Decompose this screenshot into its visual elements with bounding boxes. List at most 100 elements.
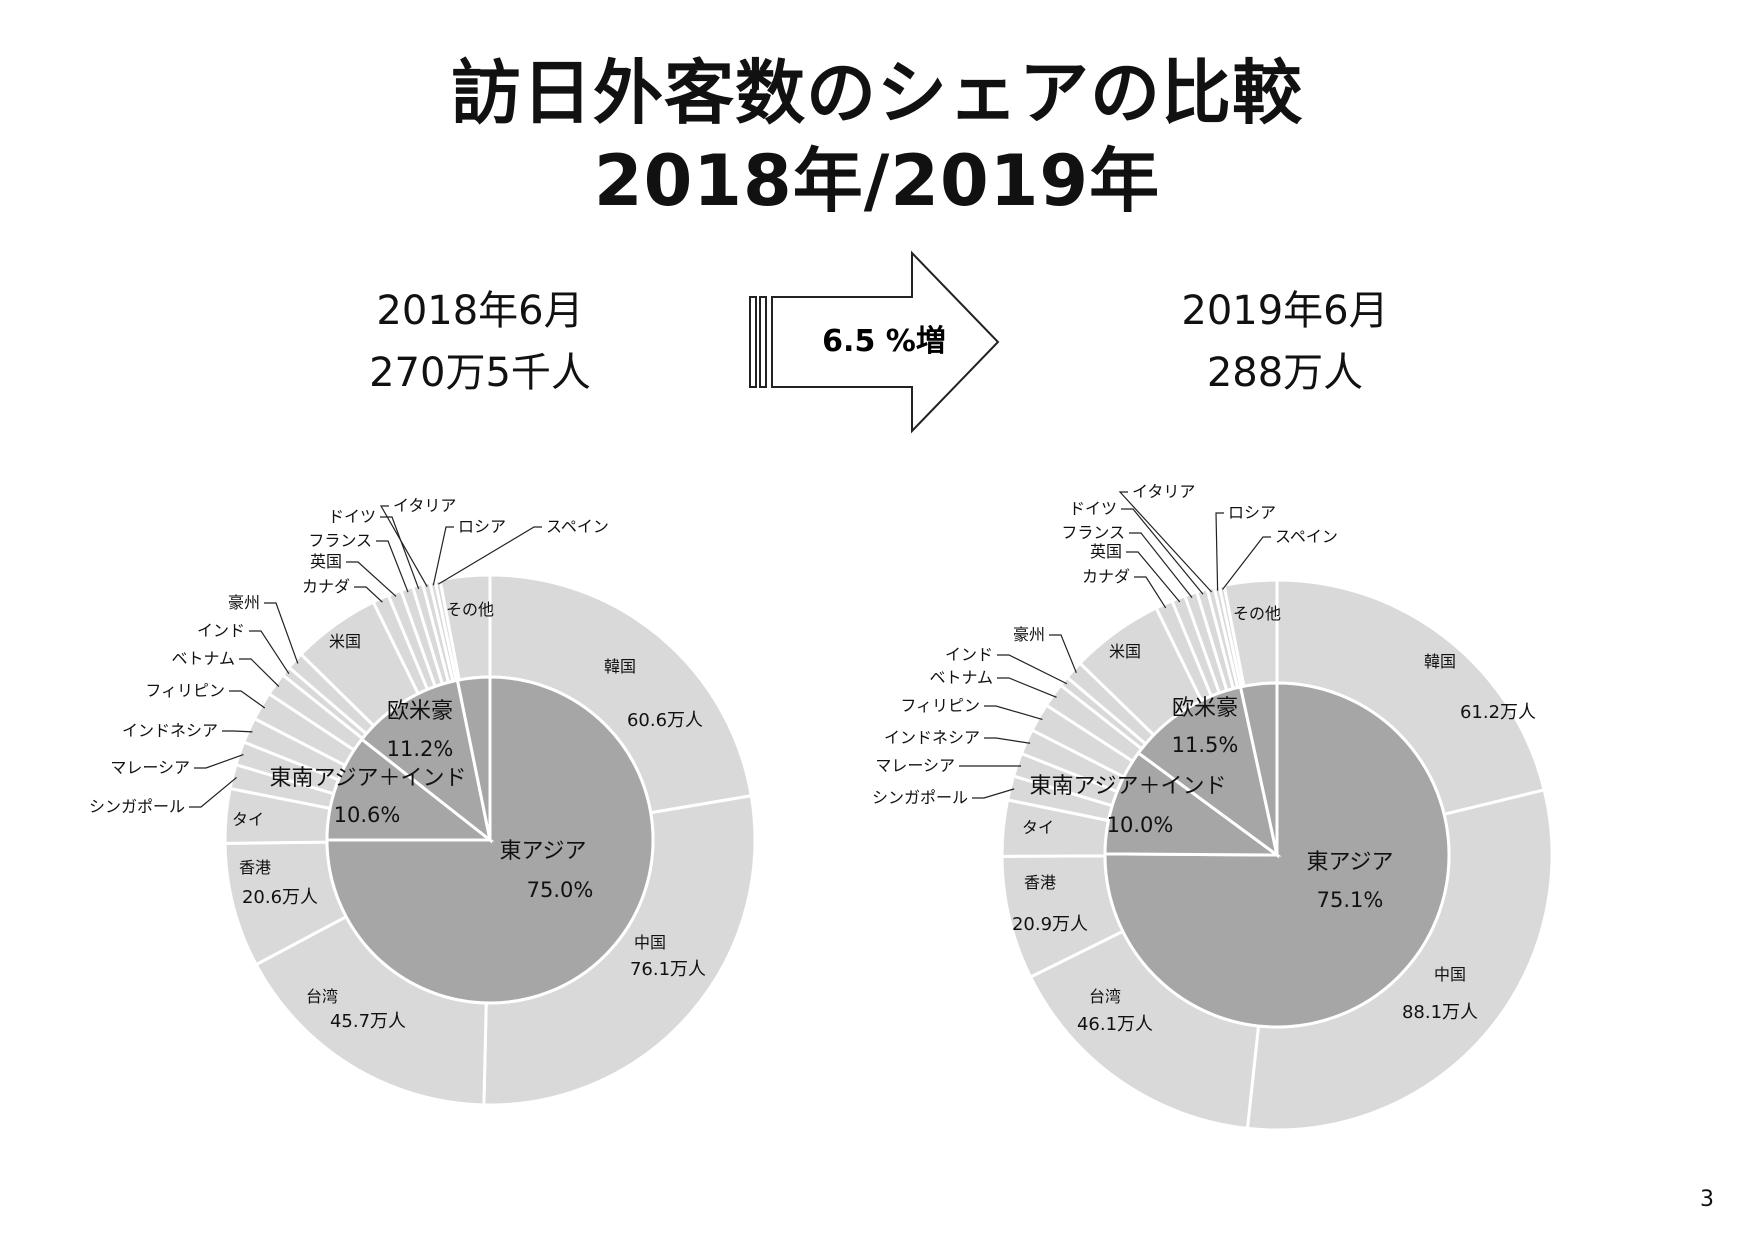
arrow-shape — [771, 250, 1000, 434]
inner-category-label: 東南アジア＋インド — [1029, 774, 1226, 799]
leader-line — [189, 777, 237, 808]
inner-slice — [1103, 681, 1451, 1029]
leader-category-label: スペイン — [1275, 527, 1338, 546]
outer-value-label: 61.2万人 — [1460, 702, 1536, 723]
leader-line — [249, 630, 290, 674]
inner-percent-label: 11.5% — [1172, 733, 1239, 757]
leader-line — [1126, 551, 1181, 603]
leader-line — [194, 754, 244, 769]
donut-chart-2019 — [1000, 578, 1554, 1132]
outer-category-label: タイ — [232, 810, 264, 829]
inner-percent-label: 75.0% — [527, 878, 594, 902]
leader-category-label: インド — [945, 645, 993, 664]
outer-value-label: 20.9万人 — [1012, 914, 1088, 935]
leader-line — [1118, 491, 1213, 593]
arrow-stripe-1 — [749, 296, 757, 388]
outer-category-label: 台湾 — [306, 987, 338, 1006]
leader-category-label: ドイツ — [1069, 499, 1117, 518]
leader-category-label: ベトナム — [929, 668, 993, 687]
leader-line — [222, 730, 253, 733]
outer-value-label: 20.6万人 — [242, 887, 318, 908]
leader-line — [984, 705, 1043, 720]
inner-slice — [1136, 685, 1280, 859]
leader-category-label: マレーシア — [875, 756, 955, 775]
arrow-label: 6.5 %増 — [822, 324, 946, 359]
inner-percent-label: 75.1% — [1317, 888, 1384, 912]
left-header-total: 270万5千人 — [369, 350, 591, 396]
leader-category-label: 豪州 — [1013, 625, 1045, 644]
leader-line — [354, 586, 383, 603]
arrow-stripe-2 — [759, 296, 767, 388]
outer-value-label: 88.1万人 — [1402, 1002, 1478, 1023]
inner-slice — [325, 675, 655, 1005]
outer-category-label: 台湾 — [1089, 987, 1121, 1006]
leader-category-label: ドイツ — [328, 507, 376, 526]
inner-category-label: 東南アジア＋インド — [269, 766, 466, 791]
leader-category-label: フランス — [308, 531, 372, 550]
outer-category-label: 香港 — [1024, 873, 1056, 892]
leader-line — [376, 540, 409, 593]
inner-category-label: 欧米豪 — [387, 699, 453, 724]
page-number: 3 — [1700, 1187, 1714, 1212]
right-header-total: 288万人 — [1206, 350, 1364, 396]
donut-chart-2018 — [223, 573, 757, 1107]
outer-category-label: その他 — [446, 600, 494, 619]
leader-category-label: スペイン — [546, 517, 609, 536]
outer-category-label: 韓国 — [604, 657, 636, 676]
leader-category-label: インド — [197, 621, 245, 640]
leader-category-label: フィリピン — [145, 681, 225, 700]
leader-category-label: ロシア — [1228, 503, 1276, 522]
outer-value-label: 60.6万人 — [627, 710, 703, 731]
leader-line — [239, 658, 280, 687]
inner-slice — [1238, 681, 1279, 856]
inner-percent-label: 11.2% — [387, 737, 454, 761]
leader-line — [229, 690, 266, 709]
leader-line — [264, 602, 299, 664]
chart-title-line1: 訪日外客数のシェアの比較 — [451, 52, 1303, 134]
inner-percent-label: 10.6% — [334, 803, 401, 827]
leader-line — [997, 677, 1057, 698]
outer-value-label: 45.7万人 — [330, 1011, 406, 1032]
outer-category-label: 米国 — [1109, 642, 1141, 661]
leader-category-label: カナダ — [302, 577, 350, 596]
leader-category-label: シンガポール — [89, 797, 185, 816]
outer-value-label: 76.1万人 — [630, 959, 706, 980]
outer-category-label: 中国 — [1434, 965, 1466, 984]
inner-percent-label: 10.0% — [1107, 813, 1174, 837]
leader-category-label: ベトナム — [171, 649, 235, 668]
leader-line — [380, 516, 420, 590]
inner-category-label: 東アジア — [1306, 850, 1393, 875]
outer-category-label: 韓国 — [1424, 652, 1456, 671]
leader-line — [438, 526, 542, 585]
chart-title-line2: 2018年/2019年 — [593, 140, 1161, 222]
leader-line — [346, 561, 397, 597]
inner-slice — [325, 737, 495, 842]
leader-line — [997, 654, 1068, 685]
leader-line — [984, 737, 1031, 744]
outer-category-label: その他 — [1233, 604, 1281, 623]
outer-category-label: タイ — [1022, 818, 1054, 837]
leader-line — [1134, 576, 1167, 609]
outer-category-label: 中国 — [634, 933, 666, 952]
inner-slice — [1103, 750, 1282, 857]
leader-category-label: インドネシア — [884, 728, 980, 747]
leader-category-label: 豪州 — [228, 593, 260, 612]
increase-arrow-icon: 6.5 %増 — [749, 250, 1000, 434]
leader-category-label: フィリピン — [900, 696, 980, 715]
leader-line — [432, 526, 454, 586]
leader-line — [1129, 532, 1193, 599]
leader-category-label: インドネシア — [122, 721, 218, 740]
left-header-date: 2018年6月 — [376, 288, 584, 334]
inner-slice — [359, 678, 493, 844]
outer-category-label: 米国 — [329, 632, 361, 651]
leader-line — [1222, 536, 1271, 590]
left-header: 2018年6月 270万5千人 — [250, 280, 710, 404]
leader-line — [379, 505, 428, 587]
leader-category-label: カナダ — [1082, 567, 1130, 586]
right-header-date: 2019年6月 — [1181, 288, 1389, 334]
leader-line — [972, 788, 1015, 799]
inner-category-label: 欧米豪 — [1172, 696, 1238, 721]
outer-category-label: 香港 — [239, 858, 271, 877]
leader-category-label: シンガポール — [872, 788, 968, 807]
